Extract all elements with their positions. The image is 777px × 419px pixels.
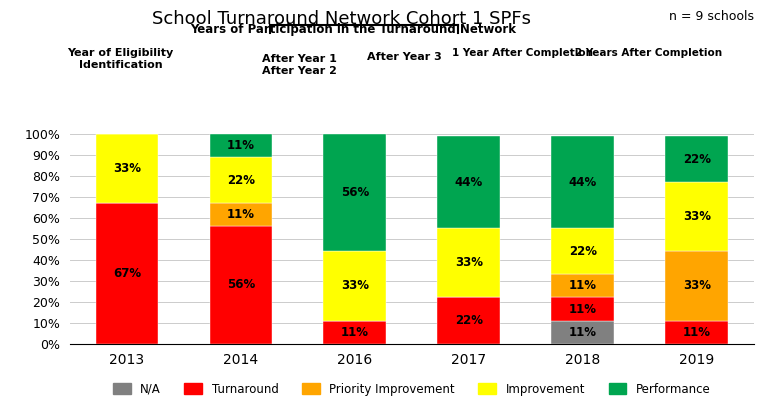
Text: 22%: 22% (455, 314, 483, 327)
Text: 11%: 11% (227, 139, 255, 152)
Text: 33%: 33% (455, 256, 483, 269)
Bar (552, 228, 614, 274)
Bar (552, 321, 614, 344)
Bar (323, 251, 386, 321)
Bar (323, 134, 386, 251)
Text: 67%: 67% (113, 267, 141, 280)
Text: 11%: 11% (341, 326, 369, 339)
Bar (552, 274, 614, 297)
Text: n = 9 schools: n = 9 schools (669, 10, 754, 23)
Text: 11%: 11% (683, 326, 711, 339)
Text: School Turnaround Network Cohort 1 SPFs: School Turnaround Network Cohort 1 SPFs (152, 10, 531, 28)
Text: 22%: 22% (227, 173, 255, 187)
Bar (210, 134, 272, 157)
Text: 56%: 56% (227, 278, 255, 292)
Bar (323, 321, 386, 344)
Text: 11%: 11% (569, 326, 597, 339)
Text: Years of Participation in the Turnaround Network: Years of Participation in the Turnaround… (190, 23, 517, 36)
Bar (210, 226, 272, 344)
Bar (96, 134, 159, 203)
Bar (665, 321, 728, 344)
Bar (665, 136, 728, 182)
Text: 11%: 11% (227, 208, 255, 221)
Text: 33%: 33% (683, 210, 711, 223)
Text: After Year 1
After Year 2: After Year 1 After Year 2 (262, 54, 336, 76)
Bar (210, 157, 272, 203)
Text: 33%: 33% (113, 162, 141, 175)
Text: 2 Years After Completion: 2 Years After Completion (575, 48, 723, 58)
Text: 33%: 33% (683, 279, 711, 292)
Bar (437, 136, 500, 228)
Text: 22%: 22% (683, 153, 711, 166)
Legend: N/A, Turnaround, Priority Improvement, Improvement, Performance: N/A, Turnaround, Priority Improvement, I… (108, 378, 716, 401)
Text: 1 Year After Completion: 1 Year After Completion (451, 48, 593, 58)
Bar (552, 297, 614, 321)
Text: 56%: 56% (340, 186, 369, 199)
Text: 11%: 11% (569, 279, 597, 292)
Text: Year of Eligibility
Identification: Year of Eligibility Identification (68, 48, 173, 70)
Text: 44%: 44% (455, 176, 483, 189)
Bar (552, 136, 614, 228)
Bar (437, 228, 500, 297)
Bar (665, 182, 728, 251)
Bar (210, 203, 272, 226)
Text: 33%: 33% (341, 279, 369, 292)
Text: After Year 3: After Year 3 (367, 52, 441, 62)
Text: 22%: 22% (569, 245, 597, 258)
Text: 11%: 11% (569, 303, 597, 316)
Bar (96, 203, 159, 344)
Text: 44%: 44% (569, 176, 597, 189)
Bar (665, 251, 728, 321)
Bar (437, 297, 500, 344)
